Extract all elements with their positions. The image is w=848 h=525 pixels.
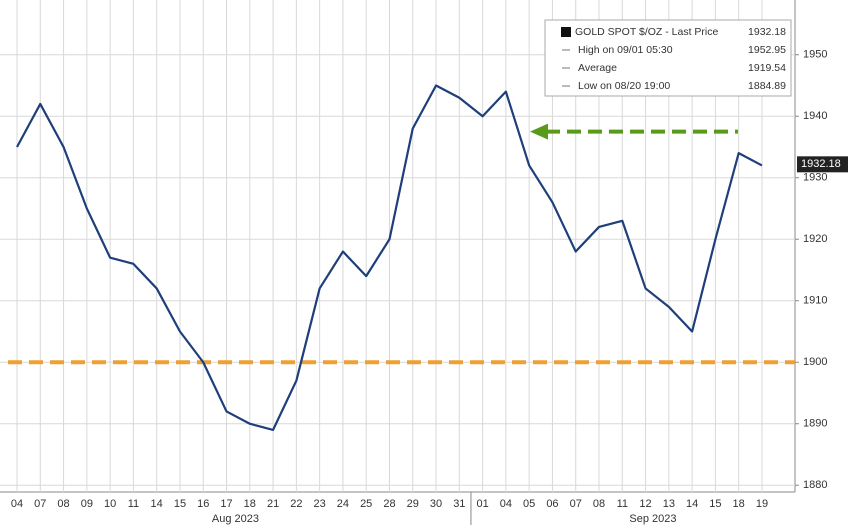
x-tick-label: 15 [709,498,721,510]
y-tick-label: 1890 [803,418,827,430]
x-tick-label: 16 [197,498,209,510]
x-tick-label: 18 [733,498,745,510]
arrow-head [530,123,548,140]
x-tick-label: 22 [290,498,302,510]
legend-label: Average [578,62,617,74]
x-tick-label: 10 [104,498,116,510]
x-tick-label: 06 [546,498,558,510]
legend-value: 1932.18 [748,26,786,38]
x-tick-label: 05 [523,498,535,510]
x-tick-label: 11 [617,498,628,510]
x-tick-label: 28 [383,498,395,510]
legend-value: 1952.95 [748,44,786,56]
month-label: Aug 2023 [212,513,259,525]
month-label: Sep 2023 [629,513,676,525]
x-tick-label: 09 [81,498,93,510]
x-tick-label: 14 [151,498,163,510]
y-tick-label: 1920 [803,233,827,245]
legend-value: 1919.54 [748,62,786,74]
legend-label: Low on 08/20 19:00 [578,80,670,92]
legend-swatch [561,27,571,37]
x-tick-label: 15 [174,498,186,510]
x-tick-label: 23 [314,498,326,510]
x-tick-label: 14 [686,498,698,510]
y-tick-label: 1900 [803,356,827,368]
y-tick-label: 1950 [803,49,827,61]
legend-value: 1884.89 [748,80,786,92]
x-tick-label: 08 [57,498,69,510]
x-tick-label: 31 [453,498,465,510]
legend-label: High on 09/01 05:30 [578,44,673,56]
y-tick-label: 1880 [803,479,827,491]
x-tick-label: 04 [500,498,512,510]
last-price-tag [797,156,848,173]
last-price-label: 1932.18 [801,158,841,170]
x-tick-label: 07 [570,498,582,510]
x-tick-label: 04 [11,498,23,510]
x-tick-label: 01 [476,498,488,510]
x-tick-label: 18 [244,498,256,510]
x-tick-label: 08 [593,498,605,510]
x-tick-label: 19 [756,498,768,510]
x-tick-label: 30 [430,498,442,510]
y-tick-label: 1940 [803,110,827,122]
x-tick-label: 21 [267,498,279,510]
x-tick-label: 17 [220,498,232,510]
x-tick-label: 07 [34,498,46,510]
y-tick-label: 1910 [803,295,827,307]
legend-label: GOLD SPOT $/OZ - Last Price [575,26,719,38]
y-tick-label: 1930 [803,172,827,184]
legend-box [544,19,792,97]
price-line [16,84,763,431]
x-tick-label: 12 [639,498,651,510]
x-tick-label: 24 [337,498,349,510]
x-tick-label: 11 [128,498,139,510]
x-tick-label: 29 [407,498,419,510]
x-tick-label: 13 [663,498,675,510]
x-tick-label: 25 [360,498,372,510]
